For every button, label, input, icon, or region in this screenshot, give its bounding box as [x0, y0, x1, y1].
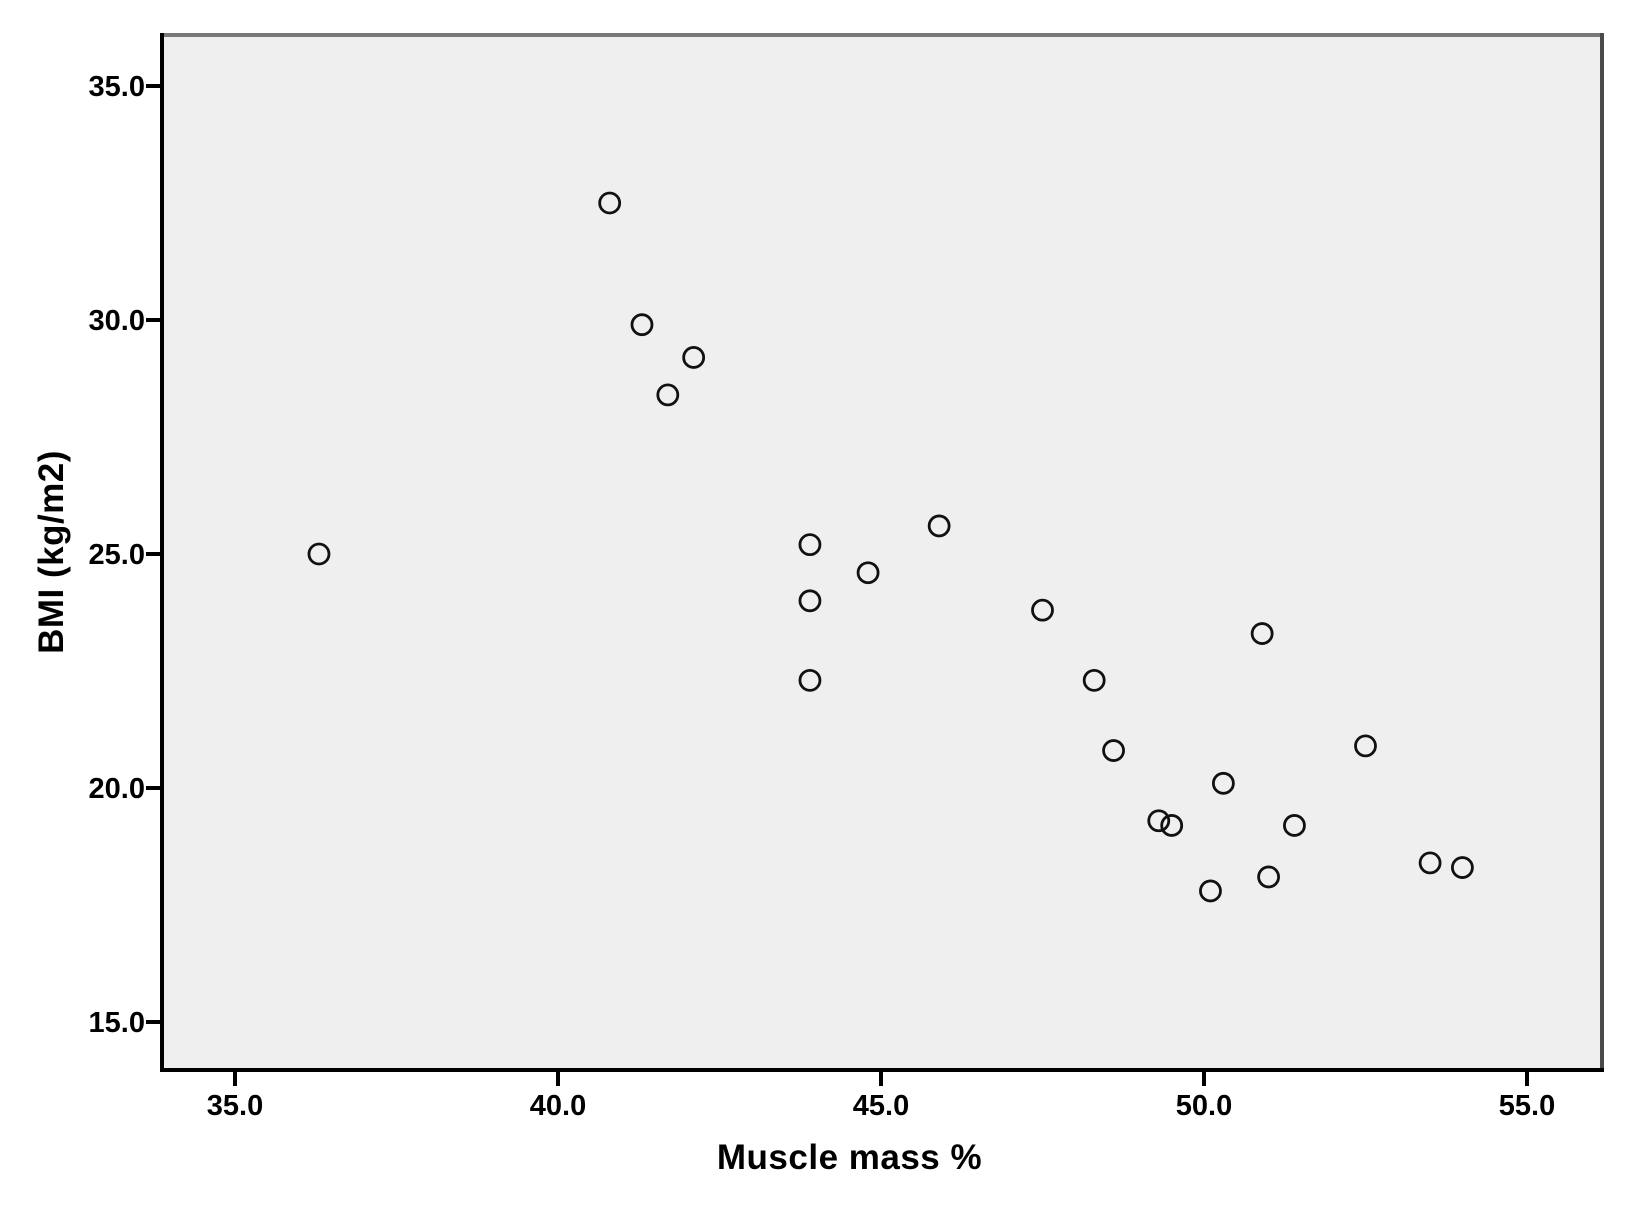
y-tick-label: 20.0 [89, 773, 145, 805]
data-point [927, 514, 951, 538]
data-point [1354, 734, 1377, 758]
data-point [598, 191, 622, 215]
y-tick-label: 15.0 [89, 1007, 145, 1039]
data-point [307, 542, 331, 566]
data-point [1147, 809, 1171, 833]
data-point [1211, 771, 1235, 795]
data-point [1031, 598, 1054, 622]
x-tick-label: 35.0 [207, 1090, 263, 1122]
data-point [1451, 856, 1474, 879]
data-point [1418, 851, 1442, 875]
data-point [798, 668, 822, 692]
x-tick-label: 40.0 [530, 1090, 586, 1122]
data-point [798, 533, 822, 557]
y-axis-title: BMI (kg/m2) [32, 450, 71, 654]
data-point [656, 383, 680, 407]
data-point [856, 561, 880, 585]
data-point [1160, 814, 1184, 837]
x-tick-label: 50.0 [1176, 1090, 1232, 1122]
x-tick-label: 55.0 [1499, 1090, 1555, 1122]
data-point [1102, 739, 1125, 762]
data-point [1283, 814, 1306, 837]
x-axis-title: Muscle mass % [716, 1138, 983, 1177]
y-tick-label: 30.0 [89, 305, 145, 337]
x-tick-label: 45.0 [853, 1090, 909, 1122]
plot-background [162, 35, 1602, 1070]
data-point [798, 589, 822, 613]
y-tick-label: 35.0 [89, 71, 145, 103]
data-point [1082, 668, 1106, 692]
data-point [1199, 879, 1222, 903]
data-point [630, 313, 654, 337]
data-point [1250, 622, 1274, 645]
data-point [1257, 865, 1280, 889]
data-point [682, 346, 706, 369]
y-tick-label: 25.0 [89, 539, 145, 571]
